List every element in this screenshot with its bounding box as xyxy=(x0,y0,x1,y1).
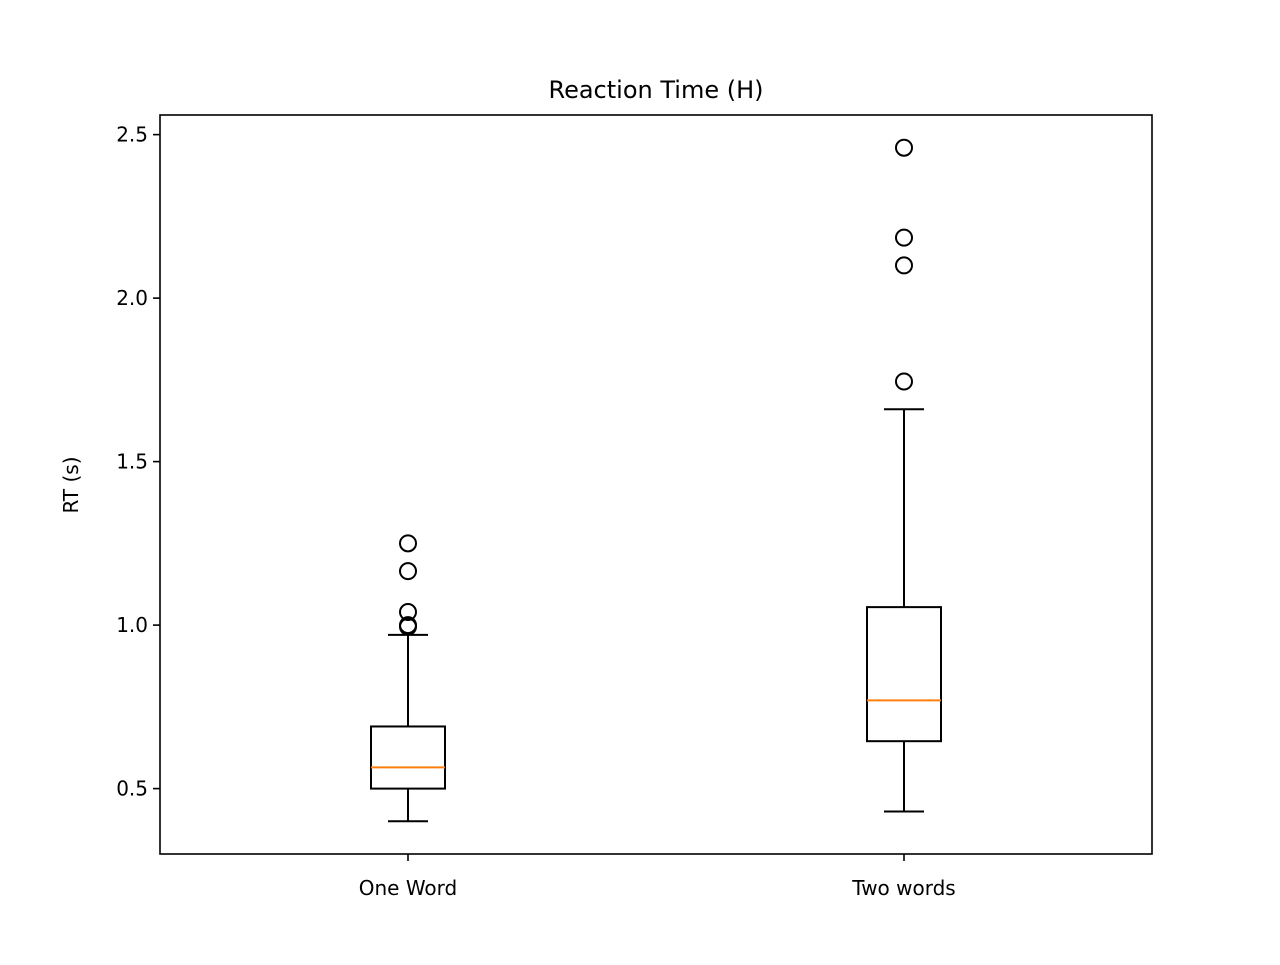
outlier-two-words-1 xyxy=(895,256,913,275)
chart-title: Reaction Time (H) xyxy=(548,76,763,104)
y-tick-label-0: 0.5 xyxy=(116,777,148,801)
x-tick-label-two-words: Two words xyxy=(851,876,955,900)
y-tick-label-4: 2.5 xyxy=(116,123,148,147)
plot-area xyxy=(159,114,1153,855)
outlier-one-word-1 xyxy=(399,616,417,635)
y-tick-label-1: 1.0 xyxy=(116,613,148,637)
y-tick-label-3: 2.0 xyxy=(116,286,148,310)
chart-marks: 0.5 1.0 1.5 2.0 2.5 One Word Two words xyxy=(116,123,956,900)
outlier-one-word-2 xyxy=(399,603,417,622)
box-two-words xyxy=(866,606,942,743)
outlier-two-words-3 xyxy=(895,138,913,157)
outlier-one-word-4 xyxy=(399,534,417,553)
outlier-two-words-2 xyxy=(895,228,913,247)
outlier-two-words-0 xyxy=(895,372,913,391)
y-tick-label-2: 1.5 xyxy=(116,450,148,474)
box-one-word xyxy=(370,725,446,790)
x-tick-label-one-word: One Word xyxy=(359,876,458,900)
y-axis-label: RT (s) xyxy=(59,456,83,513)
outlier-one-word-3 xyxy=(399,562,417,581)
